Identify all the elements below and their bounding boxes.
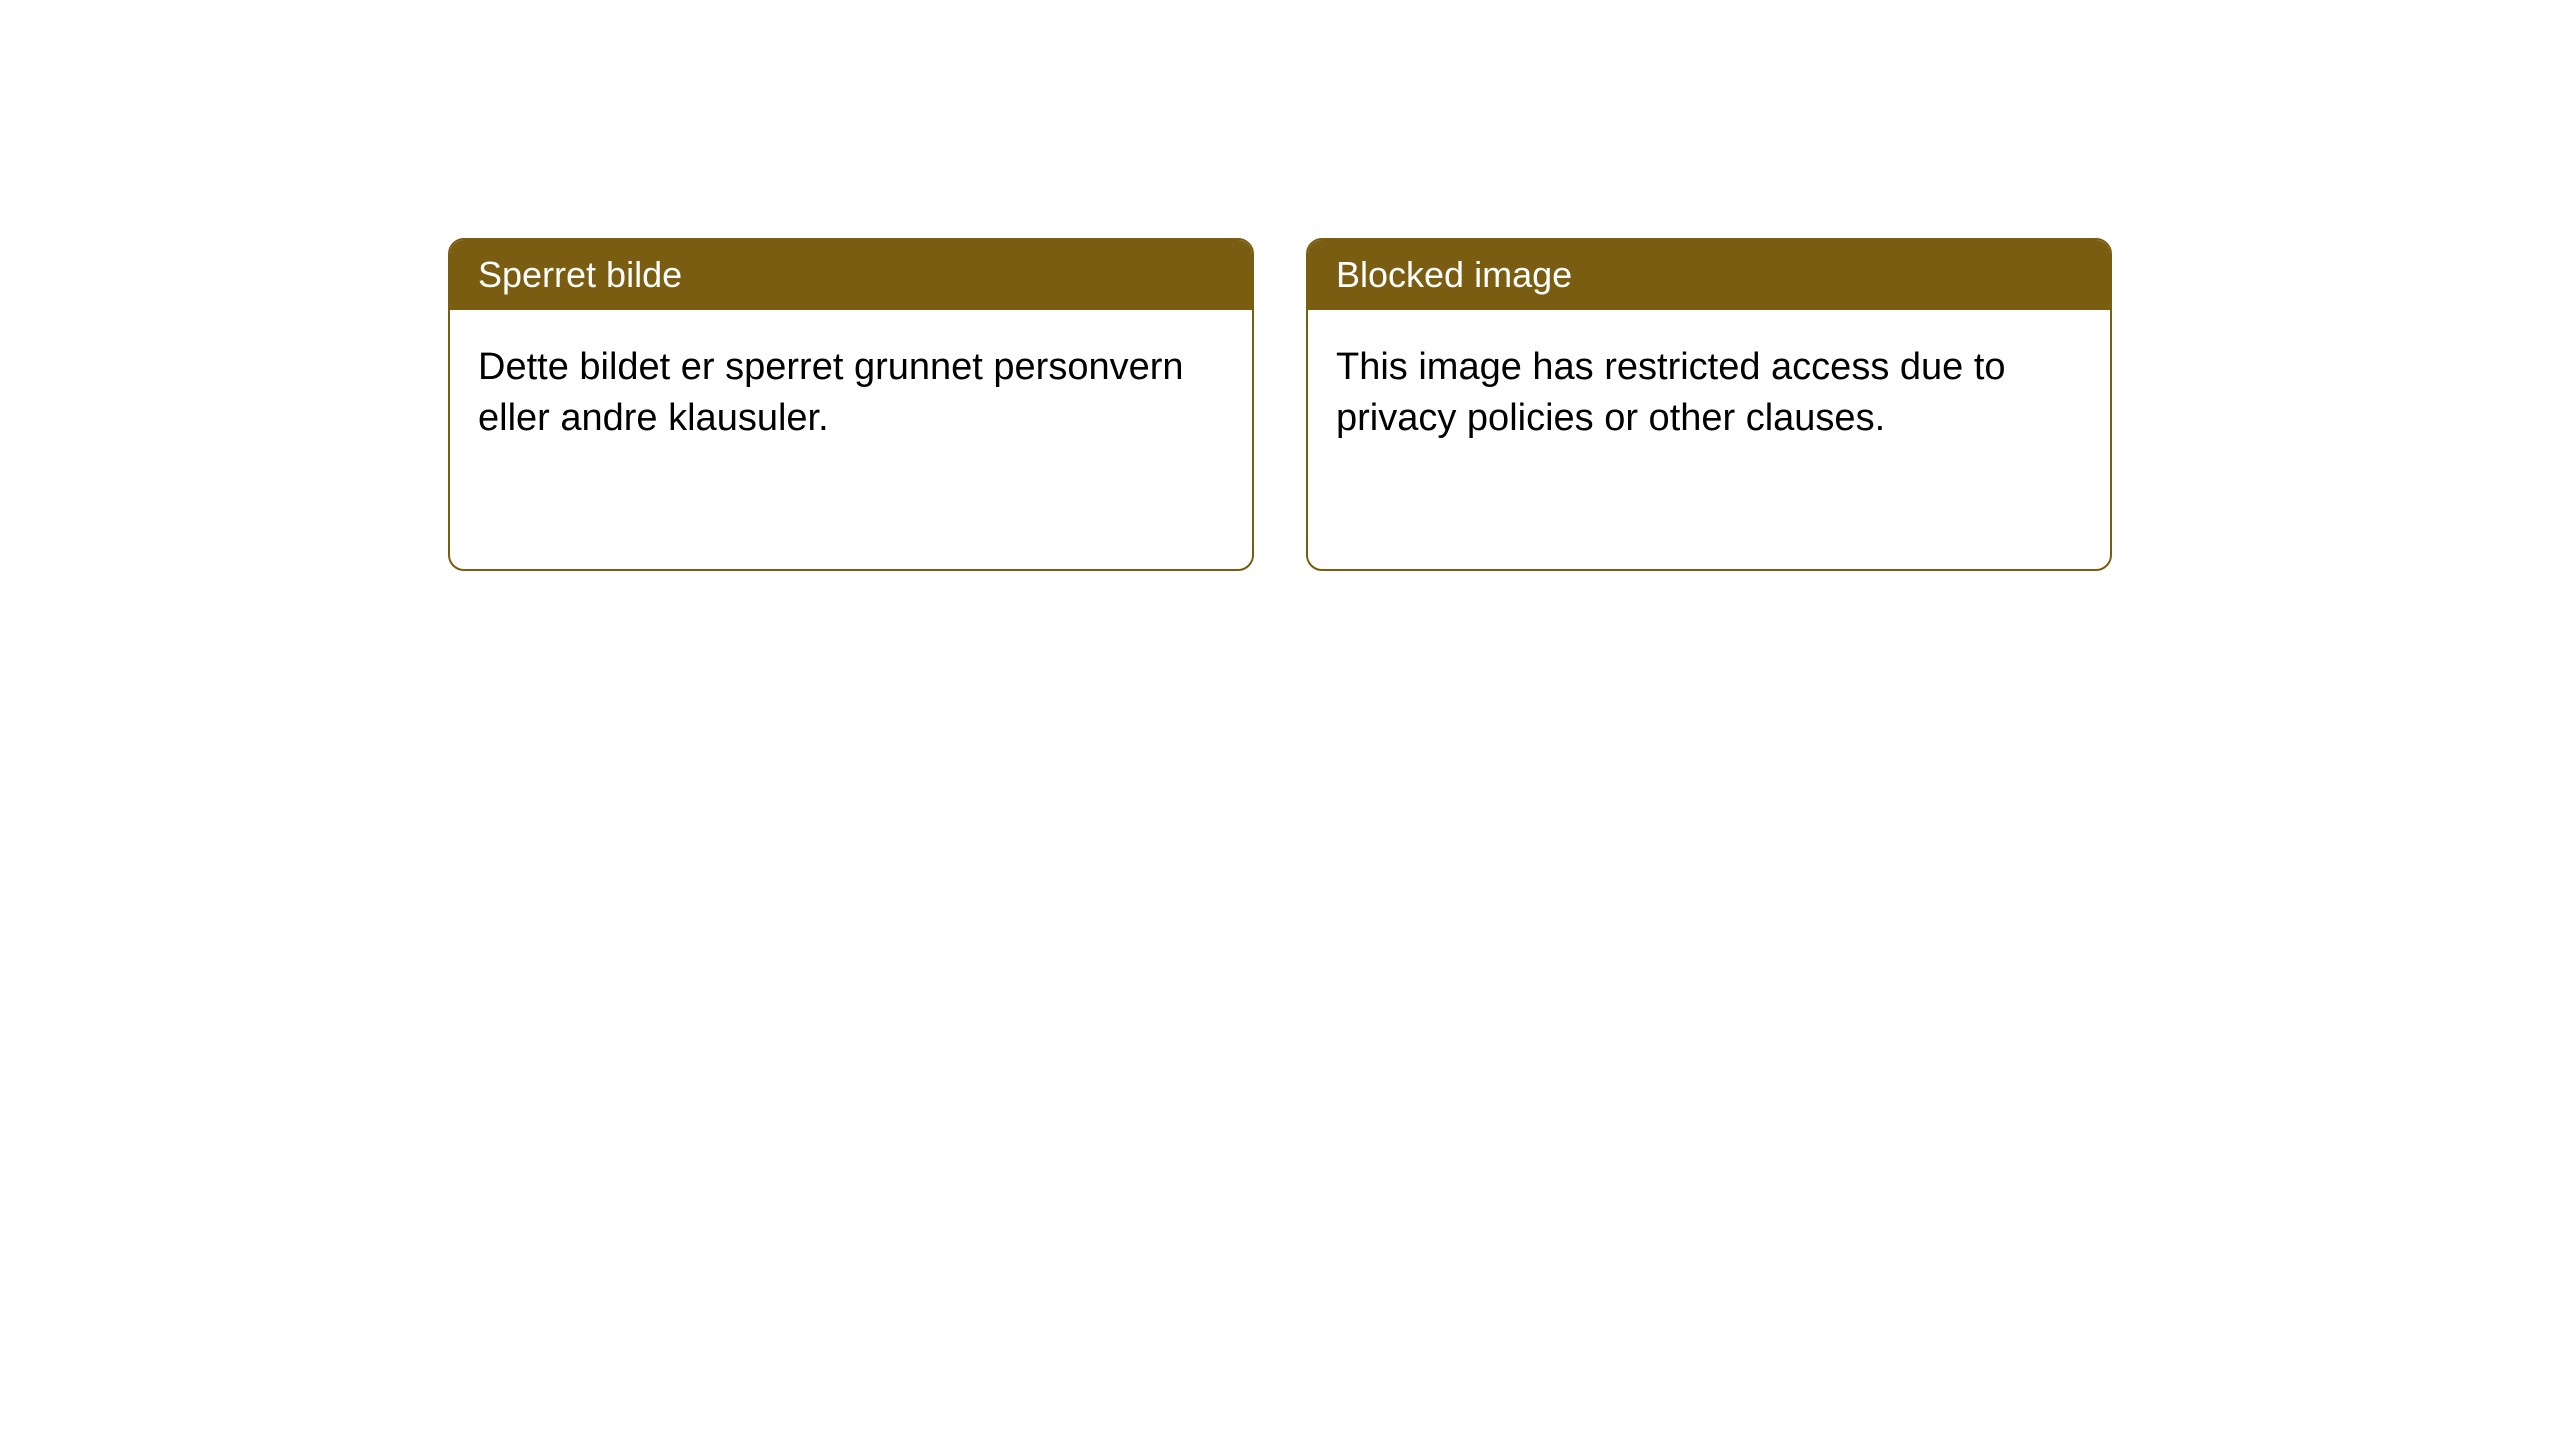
card-body-no: Dette bildet er sperret grunnet personve…	[450, 310, 1252, 477]
card-header-en: Blocked image	[1308, 240, 2110, 310]
card-body-text-en: This image has restricted access due to …	[1336, 346, 2006, 439]
card-body-text-no: Dette bildet er sperret grunnet personve…	[478, 346, 1184, 439]
blocked-image-card-en: Blocked image This image has restricted …	[1306, 238, 2112, 571]
card-container: Sperret bilde Dette bildet er sperret gr…	[448, 238, 2112, 571]
blocked-image-card-no: Sperret bilde Dette bildet er sperret gr…	[448, 238, 1254, 571]
card-title-en: Blocked image	[1336, 254, 1572, 295]
card-header-no: Sperret bilde	[450, 240, 1252, 310]
card-title-no: Sperret bilde	[478, 254, 682, 295]
card-body-en: This image has restricted access due to …	[1308, 310, 2110, 477]
